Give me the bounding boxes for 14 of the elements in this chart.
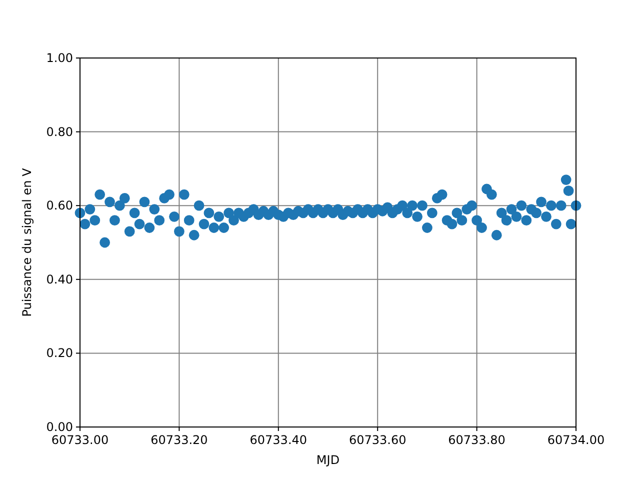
x-axis-title: MJD: [316, 453, 340, 467]
y-tick-label: 0.80: [46, 124, 73, 139]
y-tick-label: 0.20: [46, 346, 73, 360]
x-tick-label: 60733.80: [448, 433, 506, 447]
x-tick-label: 60734.00: [547, 433, 605, 447]
x-tick-label: 60733.00: [51, 433, 109, 447]
y-tick-label: 0.00: [46, 420, 73, 434]
x-tick-label: 60733.20: [150, 433, 208, 447]
x-tick-label: 60733.40: [250, 433, 308, 447]
y-tick-label: 0.60: [46, 198, 73, 213]
y-axis-title: Puissance du signal en V: [20, 167, 34, 317]
y-tick-label: 1.00: [46, 51, 73, 65]
x-tick-label: 60733.60: [348, 433, 406, 447]
y-tick-label: 0.40: [46, 272, 73, 286]
